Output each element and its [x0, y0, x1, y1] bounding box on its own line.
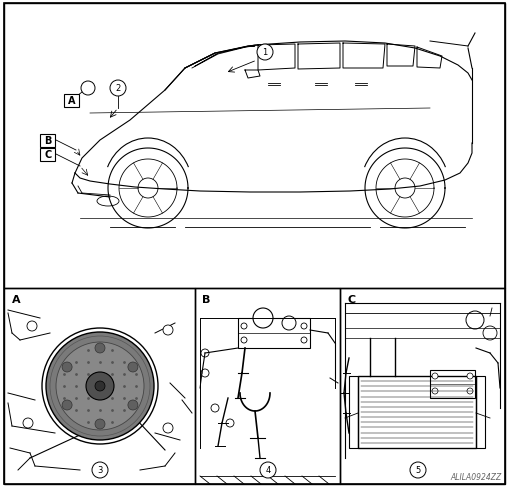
Bar — [340, 288, 505, 484]
Circle shape — [163, 325, 173, 335]
Circle shape — [483, 326, 497, 340]
Text: A: A — [68, 96, 76, 106]
Circle shape — [467, 373, 473, 379]
FancyBboxPatch shape — [65, 94, 79, 107]
Bar — [195, 288, 340, 484]
Circle shape — [282, 316, 296, 330]
Circle shape — [163, 423, 173, 433]
Circle shape — [23, 418, 33, 428]
Bar — [349, 376, 358, 448]
Circle shape — [92, 462, 108, 478]
Circle shape — [95, 419, 105, 429]
Circle shape — [27, 321, 37, 331]
Circle shape — [432, 388, 438, 394]
Circle shape — [46, 332, 154, 440]
Text: 3: 3 — [97, 466, 103, 474]
Circle shape — [62, 362, 72, 372]
Text: C: C — [348, 294, 356, 305]
Bar — [238, 318, 310, 348]
Circle shape — [410, 462, 426, 478]
Circle shape — [211, 404, 219, 412]
Text: 2: 2 — [116, 84, 121, 93]
Text: C: C — [44, 150, 51, 160]
Circle shape — [81, 82, 95, 96]
Circle shape — [110, 81, 126, 97]
Circle shape — [56, 342, 144, 430]
Text: 5: 5 — [415, 466, 420, 474]
Circle shape — [253, 308, 273, 328]
Circle shape — [128, 362, 138, 372]
Circle shape — [241, 337, 247, 343]
Circle shape — [301, 324, 307, 329]
Circle shape — [395, 179, 415, 199]
FancyBboxPatch shape — [41, 148, 55, 161]
Circle shape — [95, 381, 105, 391]
Circle shape — [241, 324, 247, 329]
Text: 4: 4 — [265, 466, 271, 474]
Circle shape — [432, 373, 438, 379]
Circle shape — [301, 337, 307, 343]
Circle shape — [138, 179, 158, 199]
Bar — [430, 370, 475, 398]
Circle shape — [128, 400, 138, 410]
Circle shape — [257, 45, 273, 61]
Text: A: A — [12, 294, 21, 305]
Bar — [4, 4, 505, 288]
Text: B: B — [202, 294, 210, 305]
Circle shape — [86, 372, 114, 400]
Circle shape — [226, 419, 234, 427]
Circle shape — [201, 369, 209, 377]
Bar — [476, 376, 485, 448]
Text: ALILA0924ZZ: ALILA0924ZZ — [451, 472, 502, 481]
Circle shape — [201, 349, 209, 357]
Text: 1: 1 — [262, 48, 268, 58]
Text: B: B — [44, 136, 52, 146]
Circle shape — [260, 462, 276, 478]
Bar — [358, 376, 476, 448]
Circle shape — [467, 388, 473, 394]
Circle shape — [62, 400, 72, 410]
Circle shape — [466, 311, 484, 329]
Bar — [4, 288, 195, 484]
FancyBboxPatch shape — [41, 134, 55, 147]
Circle shape — [95, 343, 105, 353]
